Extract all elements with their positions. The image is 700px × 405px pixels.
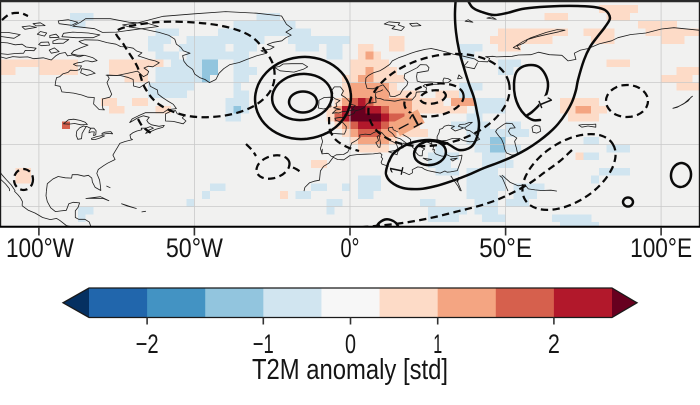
svg-text:50°W: 50°W: [166, 233, 223, 263]
svg-text:0: 0: [345, 329, 356, 359]
svg-text:T2M anomaly [std]: T2M anomaly [std]: [252, 354, 448, 386]
svg-text:0°: 0°: [341, 233, 360, 263]
svg-text:50°E: 50°E: [479, 233, 532, 263]
svg-text:−1: −1: [253, 329, 274, 359]
svg-text:1: 1: [386, 163, 409, 177]
svg-text:100°W: 100°W: [6, 233, 74, 263]
svg-text:2: 2: [548, 329, 560, 359]
svg-text:−2: −2: [136, 329, 159, 359]
svg-text:100°E: 100°E: [630, 233, 692, 263]
svg-text:1: 1: [433, 329, 442, 359]
